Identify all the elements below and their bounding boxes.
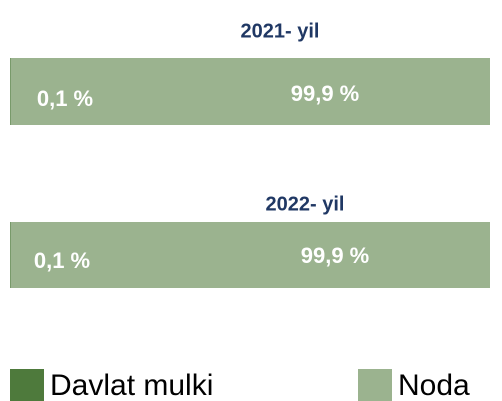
legend-label: Davlat mulki: [50, 369, 213, 401]
value-label: 99,9 %: [301, 243, 370, 268]
value-label: 0,1 %: [37, 86, 93, 111]
legend-swatch: [10, 369, 44, 401]
bar-title: 2021- yil: [241, 20, 320, 42]
legend-swatch: [358, 369, 392, 401]
value-label: 99,9 %: [291, 81, 360, 106]
bar-title: 2022- yil: [266, 193, 345, 215]
bar-segment: [10, 222, 490, 288]
value-label: 0,1 %: [34, 248, 90, 273]
bar-segment: [10, 58, 490, 125]
legend-label: Noda: [398, 369, 470, 401]
